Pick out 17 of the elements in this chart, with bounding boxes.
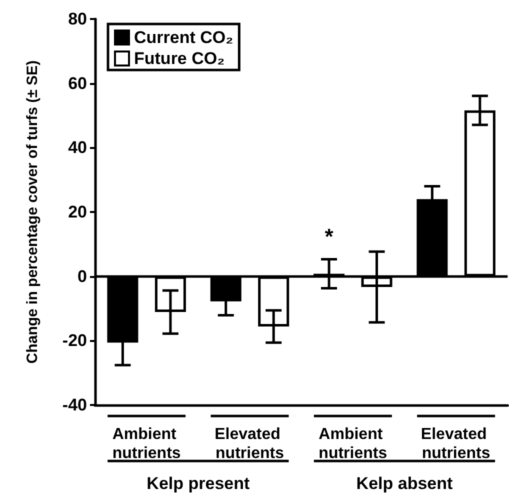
y-tick-label: 80 — [68, 10, 87, 28]
text: Kelp present — [146, 474, 250, 493]
x-tick-label: Ambient nutrients — [318, 426, 388, 462]
y-tick-label: -40 — [62, 396, 87, 414]
x-tick-label: Elevated nutrients — [214, 426, 285, 462]
data-label: * — [324, 224, 334, 249]
y-tick-label: 40 — [68, 138, 87, 158]
x-tick-label: Ambient nutrients — [112, 426, 181, 462]
y-tick-label: 20 — [68, 202, 87, 222]
text: Kelp absent — [356, 474, 453, 493]
legend-label: Current CO₂ — [134, 28, 234, 47]
y-tick-label: 60 — [68, 74, 87, 93]
y-tick-label: 0 — [78, 266, 87, 286]
x-tick-label: Elevated nutrients — [420, 426, 492, 462]
legend-label: Future CO₂ — [134, 49, 225, 68]
y-tick-label: -20 — [62, 331, 87, 350]
y-axis-title: Change in percentage cover of turfs (± SE) — [24, 60, 41, 364]
